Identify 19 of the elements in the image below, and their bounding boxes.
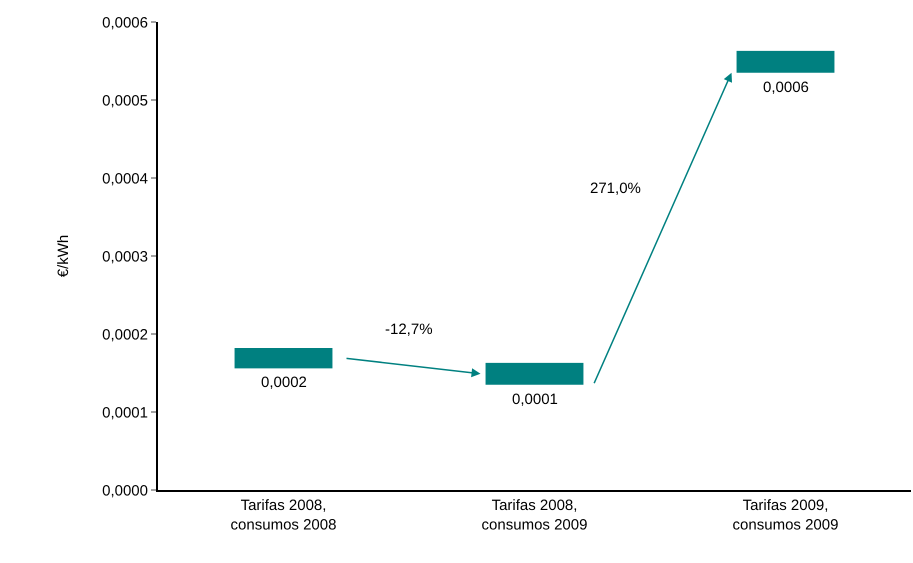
y-axis-title: €/kWh	[54, 234, 72, 278]
annotation: 0,0002	[261, 374, 307, 391]
annotation: -12,7%	[385, 321, 433, 338]
y-tick-label: 0,0002	[102, 326, 148, 344]
bar	[736, 50, 834, 73]
y-tick-label: 0,0001	[102, 404, 148, 422]
bar	[486, 362, 584, 385]
annotation: 0,0001	[512, 391, 558, 408]
x-tick-label: Tarifas 2009, consumos 2009	[732, 497, 838, 534]
y-tick-label: 0,0005	[102, 92, 148, 110]
x-tick-label: Tarifas 2008, consumos 2009	[482, 497, 588, 534]
y-tick-label: 0,0004	[102, 170, 148, 188]
annotation: 271,0%	[590, 180, 641, 197]
y-tick-label: 0,0000	[102, 482, 148, 500]
annotation: 0,0006	[763, 79, 809, 96]
bar	[234, 348, 332, 368]
y-tick-label: 0,0003	[102, 248, 148, 266]
x-tick-label: Tarifas 2008, consumos 2008	[230, 497, 336, 534]
y-tick-label: 0,0006	[102, 14, 148, 32]
